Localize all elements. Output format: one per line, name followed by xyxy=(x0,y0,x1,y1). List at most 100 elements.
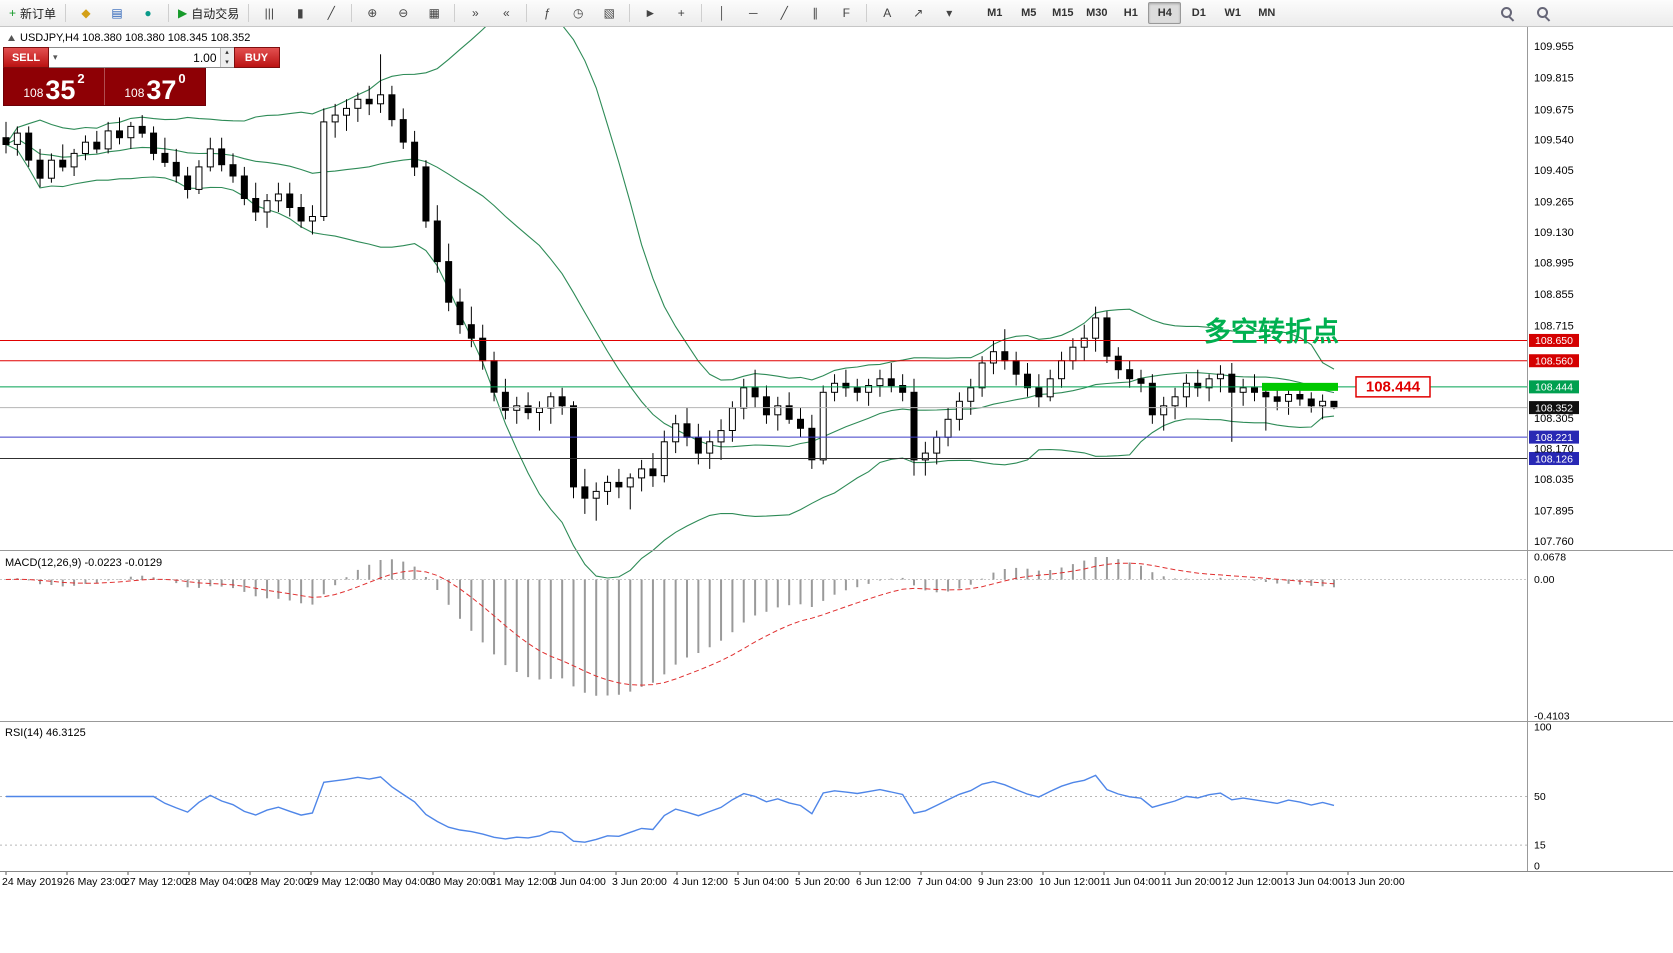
bullish-candle xyxy=(354,98,362,109)
timeframe-m1-button[interactable]: M1 xyxy=(987,7,1003,19)
bearish-candle xyxy=(694,436,702,454)
time-axis-label: 6 Jun 12:00 xyxy=(856,876,911,888)
volume-up-button[interactable]: ▴ xyxy=(220,48,234,58)
find-symbol-button[interactable] xyxy=(1528,1,1558,25)
templates-icon[interactable]: ▧ xyxy=(594,1,624,25)
bullish-candle xyxy=(740,387,748,409)
time-axis-label: 9 Jun 23:00 xyxy=(978,876,1033,888)
arrow-tool-icon[interactable]: ↗ xyxy=(903,1,933,25)
zoom-out-icon[interactable]: ⊖ xyxy=(388,1,418,25)
auto-scroll-icon[interactable]: » xyxy=(460,1,490,25)
indicators-icon[interactable]: ƒ xyxy=(532,1,562,25)
line-chart-icon-glyph: ╱ xyxy=(327,6,335,20)
bearish-candle xyxy=(286,193,294,208)
bullish-candle xyxy=(13,132,21,145)
search-button[interactable] xyxy=(1492,1,1522,25)
chart-shift-icon[interactable]: « xyxy=(491,1,521,25)
magnifier-icon xyxy=(1536,6,1550,20)
sell-price-main: 35 xyxy=(45,74,76,105)
time-scale-area[interactable] xyxy=(0,871,1673,953)
fibonacci-icon[interactable]: F xyxy=(831,1,861,25)
bearish-candle xyxy=(558,396,566,407)
volume-down-button[interactable]: ▾ xyxy=(220,57,234,67)
timeframe-m15-button[interactable]: M15 xyxy=(1052,7,1074,19)
bullish-candle xyxy=(1319,400,1327,407)
price-tag-text: 108.352 xyxy=(1535,402,1573,414)
bollinger-lower-band xyxy=(5,143,1335,579)
price-tag-bg xyxy=(1529,354,1579,368)
indicators-icon-glyph: ƒ xyxy=(543,6,551,20)
volume-input[interactable] xyxy=(61,50,220,65)
vertical-line-icon[interactable]: │ xyxy=(707,1,737,25)
time-axis-label: 13 Jun 20:00 xyxy=(1344,876,1405,888)
price-tag-bg xyxy=(1529,452,1579,466)
cursor-icon[interactable]: ► xyxy=(635,1,665,25)
candlestick-chart-icon[interactable]: ▮ xyxy=(285,1,315,25)
timeframe-w1-button[interactable]: W1 xyxy=(1224,7,1242,19)
bearish-candle xyxy=(422,166,430,222)
crosshair-icon[interactable]: + xyxy=(666,1,696,25)
chart-annotation-text[interactable]: 多空转折点 xyxy=(1204,316,1339,347)
sell-button[interactable]: SELL xyxy=(3,47,49,68)
market-watch-icon[interactable]: ● xyxy=(133,1,163,25)
zoom-in-icon[interactable]: ⊕ xyxy=(357,1,387,25)
price-callout-box[interactable] xyxy=(1355,376,1431,398)
sell-price-sup: 2 xyxy=(77,71,85,86)
price-axis-tick: 109.405 xyxy=(1534,165,1574,177)
autotrading-button-glyph: ▶ xyxy=(178,6,188,20)
volume-stepper: ▴ ▾ xyxy=(219,48,234,67)
rsi-axis-tick: 0 xyxy=(1534,861,1540,873)
autotrading-button-label: 自动交易 xyxy=(191,6,240,21)
highlight-trend-segment[interactable] xyxy=(1262,382,1338,391)
channel-icon[interactable]: ∥ xyxy=(800,1,830,25)
text-tool-icon[interactable]: A xyxy=(872,1,902,25)
price-scale-column[interactable] xyxy=(1528,27,1673,871)
price-tag-bg xyxy=(1529,430,1579,444)
bullish-candle xyxy=(320,121,328,217)
bearish-candle xyxy=(456,301,464,326)
sell-price-display[interactable]: 108 35 2 xyxy=(4,68,104,105)
vertical-line-icon-glyph: │ xyxy=(718,6,727,20)
timeframe-d1-button[interactable]: D1 xyxy=(1191,7,1206,19)
time-axis-label: 28 May 20:00 xyxy=(246,876,310,888)
line-chart-icon[interactable]: ╱ xyxy=(316,1,346,25)
bearish-candle xyxy=(116,130,123,139)
toolbar-separator xyxy=(351,4,353,22)
tile-windows-icon[interactable]: ▦ xyxy=(419,1,449,25)
bullish-candle xyxy=(1069,346,1077,362)
arrow-tool-icon-glyph: ↗ xyxy=(913,6,924,20)
timeframe-m30-button[interactable]: M30 xyxy=(1086,7,1108,19)
time-axis-label: 31 May 12:00 xyxy=(490,876,554,888)
autotrading-button[interactable]: ▶ 自动交易 xyxy=(174,1,243,25)
new-order-button-label: 新订单 xyxy=(20,6,57,21)
new-order-button[interactable]: + 新订单 xyxy=(5,1,60,25)
objects-dropdown-icon[interactable]: ▾ xyxy=(934,1,964,25)
horizontal-line-icon[interactable]: ─ xyxy=(738,1,768,25)
volume-field[interactable]: ▾ ▴ ▾ xyxy=(49,47,234,68)
price-tag-108.221: 108.221 xyxy=(1529,430,1579,444)
bearish-candle xyxy=(524,405,532,414)
rsi-axis-tick: 100 xyxy=(1534,722,1552,734)
timeframe-mn-button[interactable]: MN xyxy=(1258,7,1276,19)
periods-icon[interactable]: ◷ xyxy=(563,1,593,25)
rsi-axis-tick: 15 xyxy=(1534,840,1546,852)
favorites-icon[interactable]: ◆ xyxy=(71,1,101,25)
objects-dropdown-icon-glyph: ▾ xyxy=(946,6,953,20)
bar-chart-icon[interactable]: ||| xyxy=(254,1,284,25)
trendline-icon[interactable]: ╱ xyxy=(769,1,799,25)
timeframe-h4-button[interactable]: H4 xyxy=(1148,2,1182,24)
macd-axis-tick: 0.0678 xyxy=(1534,552,1566,564)
chart-plot-area[interactable] xyxy=(0,27,1527,550)
volume-dropdown-icon[interactable]: ▾ xyxy=(53,52,58,62)
bearish-candle xyxy=(1228,373,1236,393)
price-tag-bg xyxy=(1529,380,1579,394)
buy-price-display[interactable]: 108 37 0 xyxy=(105,68,205,105)
rsi-line xyxy=(6,774,1335,843)
bullish-candle xyxy=(70,152,78,168)
profiles-icon[interactable]: ▤ xyxy=(102,1,132,25)
buy-button[interactable]: BUY xyxy=(233,47,280,68)
timeframe-h1-button[interactable]: H1 xyxy=(1123,7,1138,19)
timeframe-m5-button[interactable]: M5 xyxy=(1021,7,1037,19)
